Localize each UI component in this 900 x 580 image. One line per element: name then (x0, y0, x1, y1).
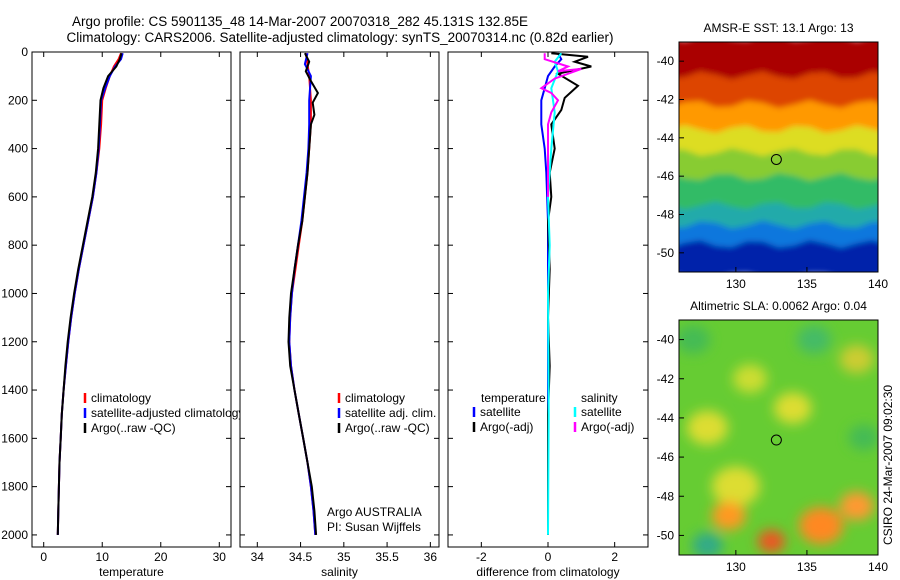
y-tick-label: 200 (8, 93, 28, 107)
legend-label: Argo(-adj) (581, 420, 634, 434)
x-tick-label: 34 (251, 550, 265, 564)
map-image (679, 320, 878, 555)
series-line-3 (539, 53, 582, 197)
series-line-2 (546, 52, 563, 535)
x-tick-label: 30 (213, 550, 227, 564)
legend-label: satellite (581, 405, 622, 419)
map-x-tick-label: 130 (726, 560, 746, 574)
map-title: Altimetric SLA: 0.0062 Argo: 0.04 (690, 299, 867, 313)
legend-header-salinity: salinity (581, 391, 618, 405)
map-y-tick-label: -48 (657, 489, 675, 503)
temperature-panel: 0 10 20 30 0 200 400 600 800 1000 1200 1400 1600 1800… (1, 45, 244, 579)
map-y-tick-label: -44 (657, 411, 675, 425)
map-y-tick-label: -46 (657, 450, 675, 464)
plot-frame (31, 51, 232, 548)
legend-label: satellite adj. clim. (345, 406, 436, 420)
legend-header-temperature: temperature (481, 391, 546, 405)
map-y-tick-label: -46 (657, 169, 675, 183)
x-axis-label: temperature (99, 565, 164, 579)
sla-blob-12 (848, 424, 878, 451)
argo-position-marker (770, 434, 782, 446)
sla-blob-7 (839, 491, 874, 521)
map-y-tick-label: -50 (657, 246, 675, 260)
map-x-tick-label: 135 (797, 560, 817, 574)
x-tick-label: 0 (545, 550, 552, 564)
plot-frame (239, 51, 440, 548)
sla-blob-6 (798, 507, 844, 545)
salinity-panel: 34 34.5 35 35.5 36 salinity climatologysatelli… (239, 51, 440, 579)
map-y-tick-label: -44 (657, 131, 675, 145)
y-tick-label: 800 (8, 238, 28, 252)
map-frame (678, 41, 879, 273)
title-line-1: Argo profile: CS 5901135_48 14-Mar-2007 … (72, 14, 528, 29)
x-tick-label: 20 (154, 550, 168, 564)
y-tick-label: 1400 (1, 383, 28, 397)
map-y-tick-label: -42 (657, 93, 675, 107)
annotation-line-1: Argo AUSTRALIA (327, 505, 422, 519)
y-tick-label: 1000 (1, 286, 28, 300)
title-line-2: Climatology: CARS2006. Satellite-adjuste… (66, 30, 613, 45)
map-image (679, 42, 878, 272)
series-line-2 (56, 52, 123, 535)
y-tick-label: 400 (8, 142, 28, 156)
x-tick-label: 34.5 (289, 550, 313, 564)
y-tick-label: 1800 (1, 480, 28, 494)
map-y-tick-label: -48 (657, 208, 675, 222)
sla-map-panel: Altimetric SLA: 0.0062 Argo: 0.04 130 135 1… (657, 299, 889, 574)
sla-blob-3 (839, 344, 874, 374)
legend-label: satellite (480, 405, 521, 419)
map-x-tick-label: 135 (797, 277, 817, 291)
sla-blob-5 (711, 501, 746, 531)
x-tick-label: 0 (40, 550, 47, 564)
map-y-tick-label: -50 (657, 528, 675, 542)
legend-label: climatology (91, 391, 151, 405)
series-line-2 (287, 52, 320, 535)
legend-label: Argo(-adj) (480, 420, 533, 434)
x-tick-label: 35.5 (375, 550, 399, 564)
map-x-tick-label: 140 (868, 277, 888, 291)
legend-label: satellite-adjusted climatology (91, 406, 244, 420)
y-tick-label: 0 (21, 45, 28, 59)
y-tick-label: 2000 (1, 528, 28, 542)
x-axis-label: salinity (321, 565, 358, 579)
side-label: CSIRO 24-Mar-2007 09:02:30 (881, 385, 895, 545)
y-tick-label: 600 (8, 190, 28, 204)
map-y-tick-label: -40 (657, 54, 675, 68)
x-tick-label: 10 (96, 550, 110, 564)
sla-blobs (679, 325, 878, 555)
sst-map-panel: AMSR-E SST: 13.1 Argo: 13 130 135 140 -40 -42… (657, 21, 889, 291)
sst-band-8 (679, 240, 878, 272)
annotation-line-2: PI: Susan Wijffels (327, 520, 421, 534)
map-x-tick-label: 130 (726, 277, 746, 291)
sst-bands (679, 42, 878, 272)
sla-blob-4 (711, 466, 760, 507)
legend-label: Argo(..raw -QC) (91, 421, 176, 435)
sla-blob-11 (692, 532, 723, 555)
map-frame (678, 319, 879, 556)
map-y-tick-label: -42 (657, 372, 675, 386)
sla-blob-0 (686, 410, 728, 445)
legend-label: climatology (345, 391, 405, 405)
x-tick-label: -2 (476, 550, 487, 564)
sla-blob-10 (796, 325, 832, 354)
x-tick-label: 2 (611, 550, 618, 564)
sla-blob-2 (773, 392, 812, 424)
map-y-tick-label: -40 (657, 333, 675, 347)
y-tick-label: 1200 (1, 335, 28, 349)
map-x-tick-label: 140 (868, 560, 888, 574)
legend-label: Argo(..raw -QC) (345, 421, 430, 435)
x-axis-label: difference from climatology (476, 565, 619, 579)
sla-blob-8 (757, 529, 786, 553)
sla-blob-9 (679, 325, 711, 354)
x-tick-label: 35 (337, 550, 351, 564)
map-title: AMSR-E SST: 13.1 Argo: 13 (703, 21, 853, 35)
sla-blob-1 (733, 364, 768, 393)
x-tick-label: 36 (424, 550, 438, 564)
y-tick-label: 1600 (1, 431, 28, 445)
argo-position-marker (770, 153, 782, 165)
